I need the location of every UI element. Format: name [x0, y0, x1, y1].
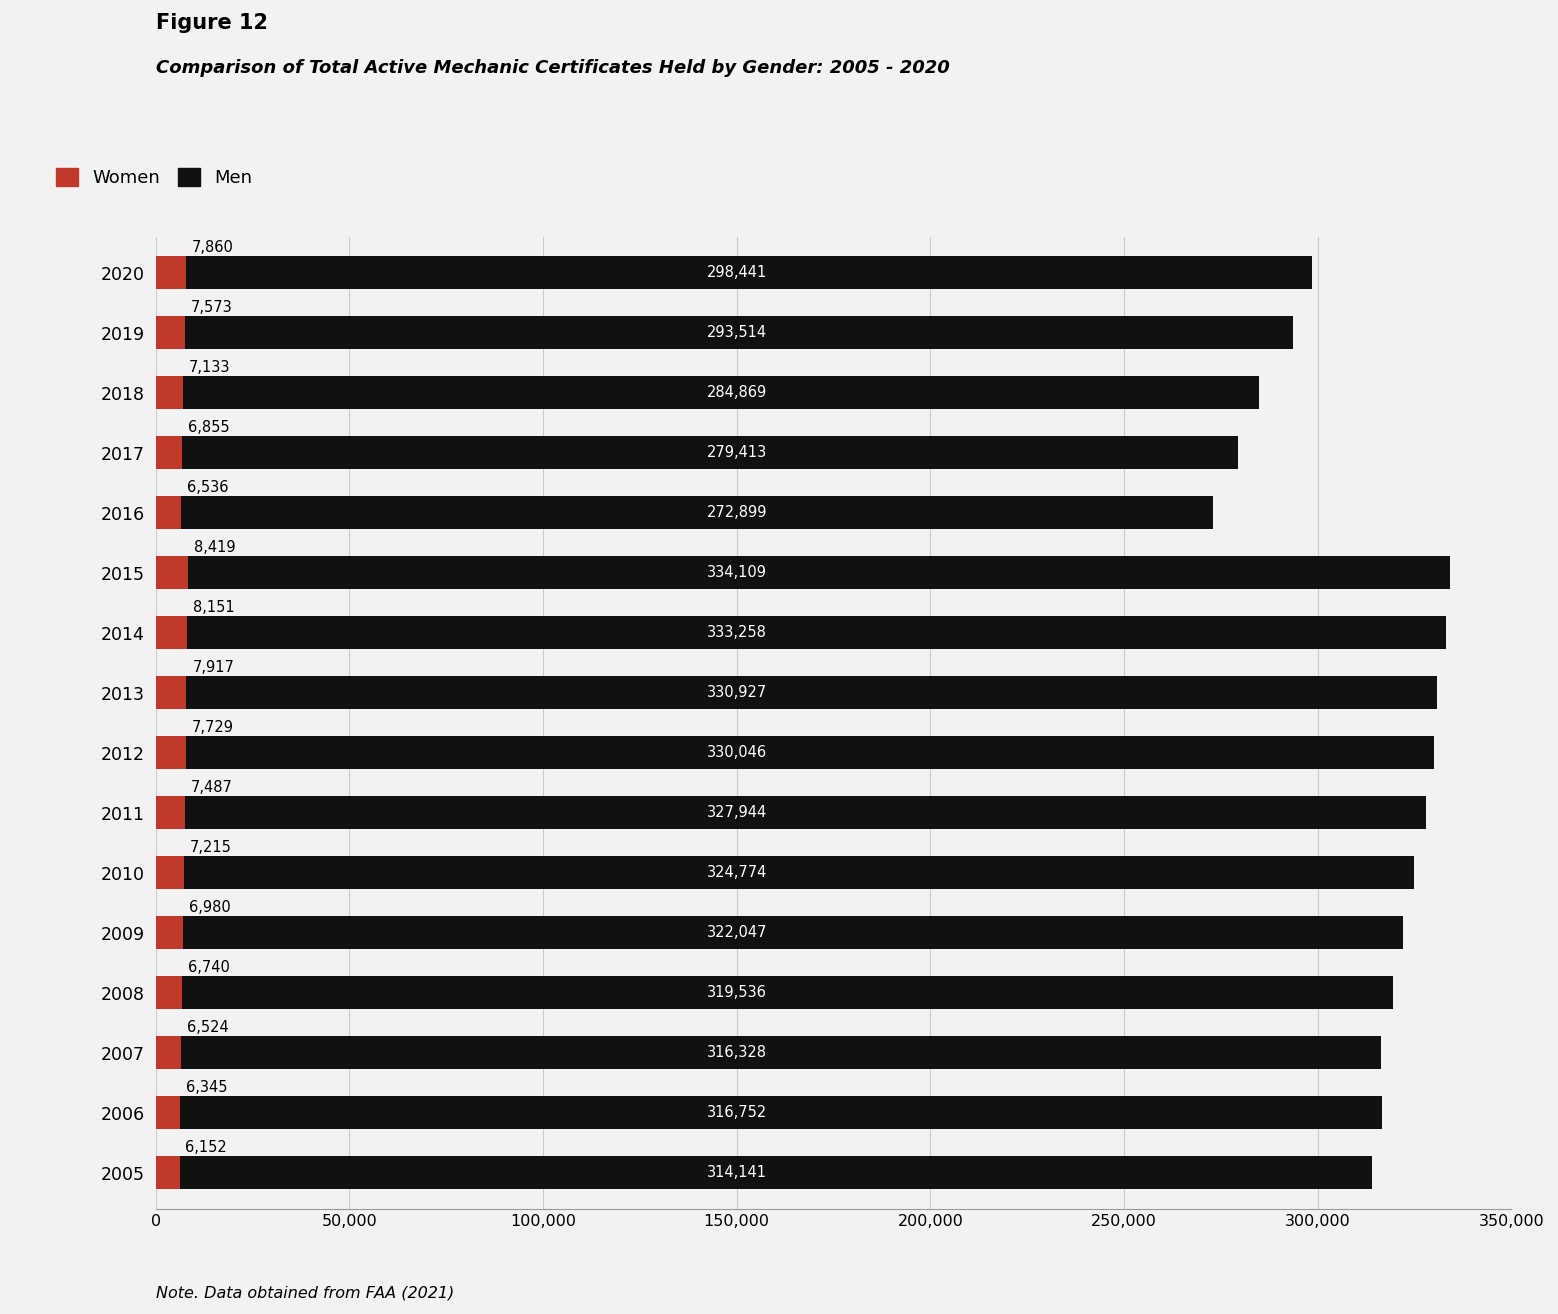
Bar — [156, 317, 1293, 350]
Text: 7,215: 7,215 — [190, 840, 232, 855]
Bar — [156, 796, 1426, 829]
Bar — [156, 376, 1259, 409]
Text: 319,536: 319,536 — [707, 986, 767, 1000]
Text: 324,774: 324,774 — [706, 865, 767, 880]
Bar — [156, 677, 187, 710]
Text: 322,047: 322,047 — [706, 925, 767, 941]
Bar — [156, 916, 1404, 949]
Bar — [156, 1096, 181, 1129]
Bar — [156, 1096, 1382, 1129]
Bar — [156, 976, 1393, 1009]
Text: 330,927: 330,927 — [707, 685, 767, 700]
Text: 6,980: 6,980 — [189, 900, 231, 915]
Text: 330,046: 330,046 — [707, 745, 767, 761]
Bar — [156, 736, 1433, 769]
Bar — [156, 436, 182, 469]
Bar — [156, 1037, 181, 1070]
Bar — [156, 556, 1449, 589]
Bar — [156, 256, 187, 289]
Bar — [156, 256, 1312, 289]
Text: 314,141: 314,141 — [707, 1166, 767, 1180]
Bar — [156, 376, 184, 409]
Text: 6,536: 6,536 — [187, 480, 229, 495]
Bar — [156, 677, 1438, 710]
Text: 327,944: 327,944 — [707, 805, 767, 820]
Bar — [156, 1156, 1373, 1189]
Bar — [156, 857, 184, 890]
Bar — [156, 436, 1239, 469]
Legend: Women, Men: Women, Men — [56, 168, 252, 187]
Text: 6,345: 6,345 — [187, 1080, 227, 1095]
Bar — [156, 976, 182, 1009]
Text: Comparison of Total Active Mechanic Certificates Held by Gender: 2005 - 2020: Comparison of Total Active Mechanic Cert… — [156, 59, 949, 78]
Bar — [156, 317, 185, 350]
Bar — [156, 497, 181, 530]
Bar — [156, 1037, 1380, 1070]
Text: 284,869: 284,869 — [707, 385, 767, 399]
Text: 279,413: 279,413 — [707, 445, 767, 460]
Bar — [156, 616, 187, 649]
Bar — [156, 497, 1212, 530]
Text: 7,133: 7,133 — [189, 360, 231, 374]
Text: 8,151: 8,151 — [193, 600, 235, 615]
Text: Note. Data obtained from FAA (2021): Note. Data obtained from FAA (2021) — [156, 1286, 453, 1301]
Text: 6,152: 6,152 — [185, 1141, 227, 1155]
Bar — [156, 916, 182, 949]
Text: 293,514: 293,514 — [707, 325, 767, 340]
Text: 298,441: 298,441 — [707, 265, 767, 280]
Bar — [156, 616, 1446, 649]
Bar — [156, 736, 185, 769]
Bar — [156, 796, 185, 829]
Text: 7,573: 7,573 — [192, 300, 232, 315]
Text: 6,855: 6,855 — [189, 420, 229, 435]
Text: 8,419: 8,419 — [195, 540, 235, 555]
Text: 334,109: 334,109 — [707, 565, 767, 581]
Text: 7,917: 7,917 — [192, 660, 234, 675]
Text: 7,487: 7,487 — [190, 781, 232, 795]
Bar — [156, 857, 1413, 890]
Text: Figure 12: Figure 12 — [156, 13, 268, 33]
Text: 6,740: 6,740 — [187, 961, 229, 975]
Bar — [156, 1156, 179, 1189]
Text: 272,899: 272,899 — [706, 505, 767, 520]
Text: 333,258: 333,258 — [707, 625, 767, 640]
Text: 6,524: 6,524 — [187, 1020, 229, 1035]
Text: 7,860: 7,860 — [192, 240, 234, 255]
Text: 316,752: 316,752 — [707, 1105, 767, 1121]
Bar — [156, 556, 189, 589]
Text: 7,729: 7,729 — [192, 720, 234, 735]
Text: 316,328: 316,328 — [707, 1046, 767, 1060]
